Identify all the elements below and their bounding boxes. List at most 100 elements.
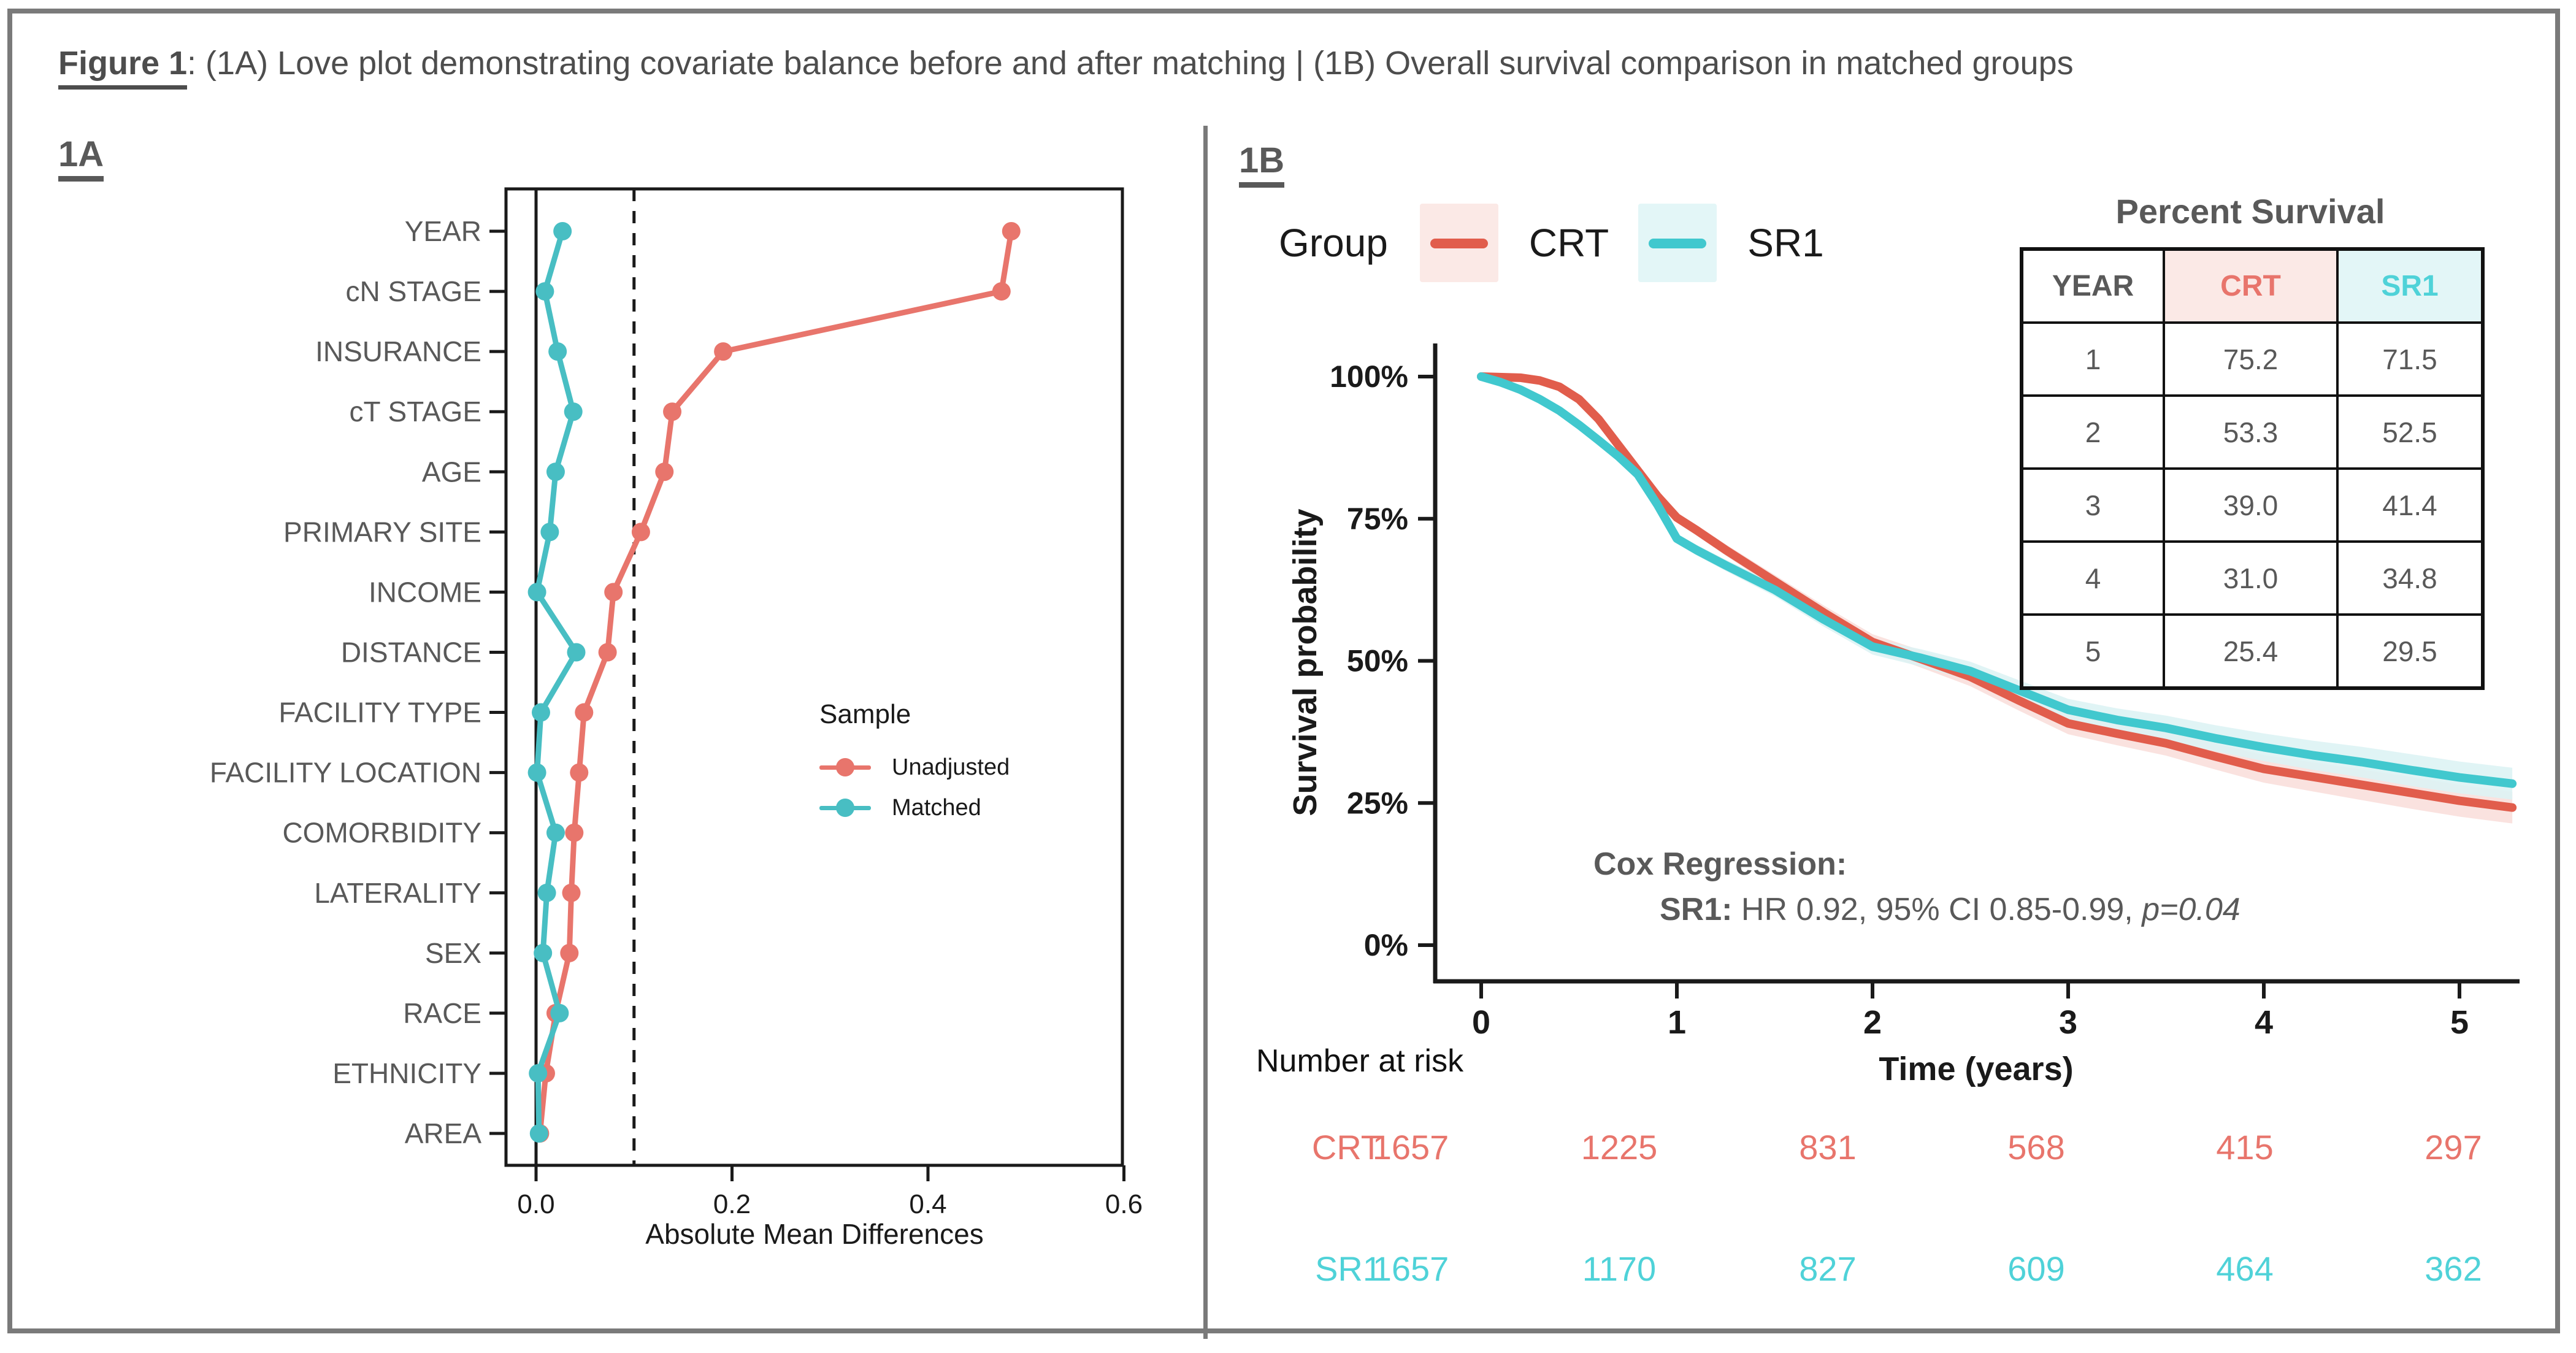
covariate-label: cN STAGE [345,275,481,307]
love-point [550,1003,569,1022]
covariate-label: SEX [425,937,481,969]
km-x-axis-title: Time (years) [1879,1051,2074,1087]
group-legend-title: Group [1279,221,1388,265]
risk-count: 1657 [1372,1128,1449,1167]
figure-border [7,9,2560,1333]
table-cell: 25.4 [2163,613,2339,689]
love-point [529,1124,548,1143]
love-series-line-unadjusted [537,231,1014,1134]
number-at-risk-title: Number at risk [1256,1043,1464,1079]
table-row: 3 39.0 41.4 [2020,467,2484,543]
ci-ribbon-sr1 [1481,377,2513,800]
love-point [534,943,553,962]
love-point [1002,222,1021,240]
love-series-line-matched [534,230,579,1134]
cox-heading: Cox Regression: [1593,846,1847,882]
love-point [604,583,623,602]
love-point [631,523,650,542]
table-cell: 29.5 [2336,613,2484,689]
covariate-label: ETHNICITY [332,1057,481,1089]
covariate-label: LATERALITY [314,877,481,909]
covariate-label: DISTANCE [341,636,481,668]
table-row: 4 31.0 34.8 [2020,540,2484,616]
table-cell: 53.3 [2163,394,2339,470]
km-curve-sr1 [1477,372,2517,788]
covariate-label: AREA [405,1117,482,1149]
km-x-tick-label: 5 [2450,1004,2469,1041]
table-cell: 4 [2020,540,2165,616]
love-plot-legend: Sample Unadjusted Matched [819,699,1040,828]
table-row: 2 53.3 52.5 [2020,394,2484,470]
love-point [560,943,579,962]
love-point [540,523,559,542]
sr1-legend-label: SR1 [1747,221,1824,265]
column-header-sr1: SR1 [2336,248,2484,324]
love-point [992,282,1011,301]
love-point [527,583,546,602]
risk-count: 1225 [1581,1128,1658,1167]
table-cell: 5 [2020,613,2165,689]
love-point [527,763,546,782]
table-cell: 1 [2020,321,2165,397]
risk-count: 609 [2007,1249,2065,1288]
crt-legend-swatch-icon [1419,204,1498,282]
table-cell: 39.0 [2163,467,2339,543]
km-y-tick-label: 50% [1347,644,1408,678]
km-x-tick-label: 2 [1863,1004,1882,1041]
column-header-crt: CRT [2163,248,2339,324]
risk-count: 362 [2425,1249,2482,1288]
table-cell: 71.5 [2336,321,2484,397]
matched-key-icon [819,795,871,820]
table-cell: 52.5 [2336,394,2484,470]
table-cell: 34.8 [2336,540,2484,616]
covariate-label: YEAR [405,215,481,247]
x-tick-label: 0.6 [1105,1189,1143,1219]
covariate-label: FACILITY LOCATION [210,757,481,789]
km-x-tick-label: 1 [1668,1004,1686,1041]
risk-count: 297 [2425,1128,2482,1167]
km-y-tick-label: 75% [1347,502,1408,536]
love-point [575,703,594,722]
love-point [531,703,550,722]
legend-item-label: Matched [892,794,981,821]
x-tick-label: 0.2 [713,1189,751,1219]
love-point [564,402,583,421]
covariate-label: FACILITY TYPE [278,697,481,729]
km-x-tick-label: 0 [1472,1004,1490,1041]
covariate-label: cT STAGE [349,396,481,427]
love-point [546,462,565,481]
km-y-tick-label: 0% [1364,928,1408,962]
panel-b-label: 1B [1239,140,1285,188]
km-x-tick-label: 4 [2255,1004,2273,1041]
legend-item-label: Unadjusted [892,754,1010,780]
table-cell: 31.0 [2163,540,2339,616]
covariate-label: AGE [422,456,481,488]
km-x-tick-label: 3 [2059,1004,2077,1041]
covariate-label: COMORBIDITY [282,817,481,849]
x-tick-label: 0.0 [517,1189,554,1219]
love-point [553,222,572,240]
percent-survival-grid: YEAR CRT SR1 1 75.2 71.5 2 53.3 52.5 3 39.0 41.4 4 3… [2020,247,2485,690]
risk-count: 568 [2007,1128,2065,1167]
love-point [714,342,733,361]
table-row: 5 25.4 29.5 [2020,613,2484,689]
love-point [529,1064,548,1083]
table-cell: 75.2 [2163,321,2339,397]
love-point [655,462,674,481]
love-legend-title: Sample [819,699,911,729]
unadjusted-key-icon [819,755,871,780]
risk-count: 415 [2216,1128,2274,1167]
love-point [663,402,682,421]
figure-title: Figure 1: (1A) Love plot demonstrating c… [58,44,2074,90]
percent-survival-title: Percent Survival [2115,192,2385,231]
love-plot-x-axis-title: Absolute Mean Differences [645,1218,984,1250]
love-point [535,282,554,301]
km-group-legend: Group CRT SR1 [1279,202,1853,283]
love-point [562,883,581,902]
sr1-legend-swatch-icon [1638,204,1717,282]
km-y-tick-label: 25% [1347,786,1408,820]
km-y-axis-title: Survival probability [1287,508,1324,816]
love-point [567,643,586,662]
risk-row-label: CRT [1311,1128,1382,1167]
risk-count: 827 [1799,1249,1857,1288]
